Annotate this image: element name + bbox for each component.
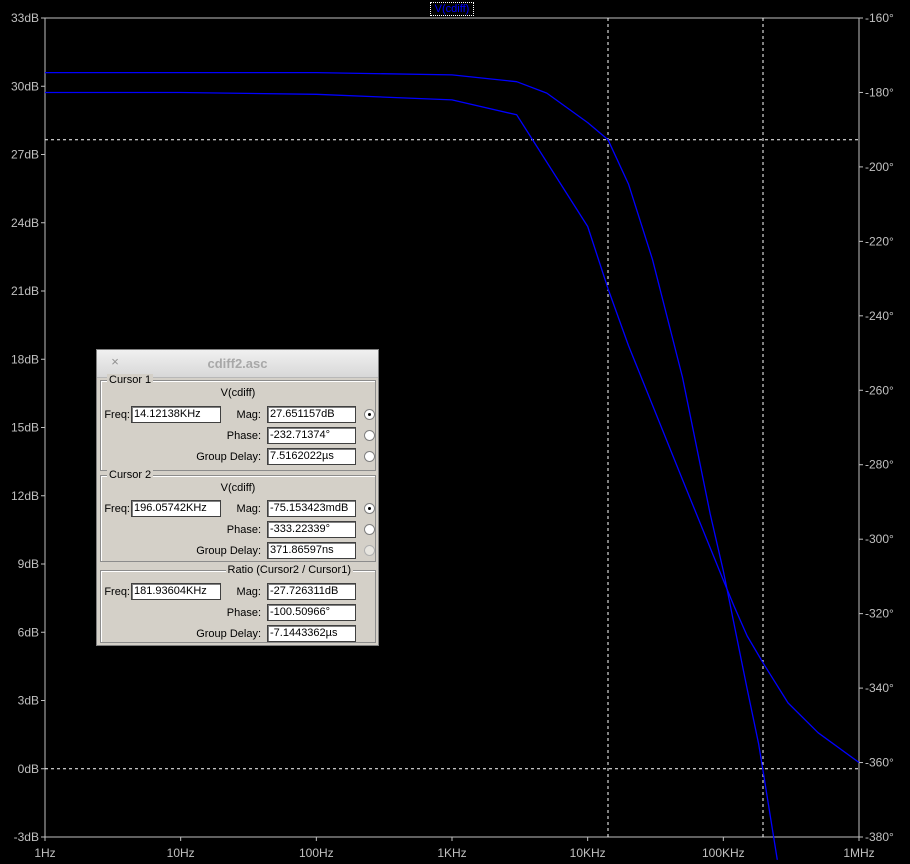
- left-tick-label: 6dB: [18, 625, 39, 639]
- cursor2-phase-field[interactable]: -333.22339°: [267, 521, 356, 538]
- right-tick-label: -360°: [865, 756, 894, 770]
- right-tick-label: -340°: [865, 681, 894, 695]
- left-tick-label: 30dB: [11, 79, 39, 93]
- cursor2-gd-field[interactable]: 371.86597ns: [267, 542, 356, 559]
- cursor2-mag-field[interactable]: -75.153423mdB: [267, 500, 356, 517]
- cursor1-signal: V(cdiff): [220, 387, 256, 399]
- ratio-freq-field[interactable]: 181.93604KHz: [131, 583, 221, 600]
- close-icon[interactable]: ×: [111, 354, 119, 369]
- left-tick-label: 18dB: [11, 352, 39, 366]
- ratio-group: Ratio (Cursor2 / Cursor1) Freq: 181.9360…: [100, 564, 376, 643]
- left-tick-label: 21dB: [11, 284, 39, 298]
- cursor1-phase-field[interactable]: -232.71374°: [267, 427, 356, 444]
- left-axis: -3dB 0dB 3dB 6dB 9dB 12dB 15dB 18dB 21dB 24dB 27dB…: [11, 11, 45, 844]
- right-tick-label: -300°: [865, 532, 894, 546]
- cursor1-phase-label: Phase:: [226, 430, 261, 442]
- cursor1-mag-field[interactable]: 27.651157dB: [267, 406, 356, 423]
- right-tick-label: -200°: [865, 160, 894, 174]
- cursor2-freq-label: Freq:: [104, 503, 130, 515]
- left-tick-label: 3dB: [18, 694, 39, 708]
- x-tick-label: 100Hz: [299, 846, 334, 860]
- x-tick-label: 10KHz: [570, 846, 606, 860]
- cursor2-signal: V(cdiff): [220, 482, 256, 494]
- x-tick-label: 1Hz: [34, 846, 55, 860]
- dialog-titlebar[interactable]: × cdiff2.asc: [97, 350, 378, 378]
- cursor2-mag-radio[interactable]: [364, 503, 375, 514]
- left-tick-label: 0dB: [18, 762, 39, 776]
- right-tick-label: -280°: [865, 458, 894, 472]
- x-tick-label: 100KHz: [702, 846, 745, 860]
- right-tick-label: -240°: [865, 309, 894, 323]
- left-tick-label: 12dB: [11, 489, 39, 503]
- cursor-dialog: × cdiff2.asc Cursor 1 V(cdiff) Freq: 14.…: [96, 349, 379, 646]
- right-axis: -380° -360° -340° -320° -300° -280° -260° -240°…: [859, 11, 894, 844]
- ratio-gd-label: Group Delay:: [196, 628, 261, 640]
- ratio-freq-label: Freq:: [104, 586, 130, 598]
- trace-legend[interactable]: V(cdiff): [430, 2, 474, 16]
- cursor2-mag-label: Mag:: [236, 503, 261, 515]
- ratio-mag-field[interactable]: -27.726311dB: [267, 583, 356, 600]
- cursor1-freq-label: Freq:: [104, 409, 130, 421]
- right-tick-label: -260°: [865, 383, 894, 397]
- cursor1-mag-radio[interactable]: [364, 409, 375, 420]
- left-tick-label: 27dB: [11, 148, 39, 162]
- left-tick-label: 15dB: [11, 421, 39, 435]
- cursor2-phase-radio[interactable]: [364, 524, 375, 535]
- left-tick-label: 24dB: [11, 216, 39, 230]
- x-tick-label: 10Hz: [167, 846, 195, 860]
- x-axis: 1Hz 10Hz 100Hz 1KHz 10KHz 100KHz 1MHz: [34, 837, 875, 860]
- left-tick-label: -3dB: [14, 830, 39, 844]
- cursor2-group: Cursor 2 V(cdiff) Freq: 196.05742KHz Mag…: [100, 469, 376, 562]
- cursor1-label: Cursor 1: [107, 374, 154, 386]
- cursor1-mag-label: Mag:: [236, 409, 261, 421]
- cursor2-freq-field[interactable]: 196.05742KHz: [131, 500, 221, 517]
- series-group: [45, 71, 860, 860]
- dialog-title: cdiff2.asc: [207, 356, 268, 371]
- ratio-gd-field[interactable]: -7.1443362µs: [267, 625, 356, 642]
- ratio-label: Ratio (Cursor2 / Cursor1): [225, 564, 353, 576]
- cursor2-phase-label: Phase:: [226, 524, 261, 536]
- right-tick-label: -180°: [865, 85, 894, 99]
- trace-magnitude[interactable]: [45, 71, 778, 860]
- trace-phase[interactable]: [45, 91, 860, 764]
- cursor1-gd-radio[interactable]: [364, 451, 375, 462]
- cursor1-gd-label: Group Delay:: [196, 451, 261, 463]
- right-tick-label: -320°: [865, 607, 894, 621]
- ratio-mag-label: Mag:: [236, 586, 261, 598]
- cursor1-freq-field[interactable]: 14.12138KHz: [131, 406, 221, 423]
- left-tick-label: 9dB: [18, 557, 39, 571]
- left-tick-label: 33dB: [11, 11, 39, 25]
- cursor2-gd-radio[interactable]: [364, 545, 375, 556]
- x-tick-label: 1MHz: [843, 846, 874, 860]
- cursor-lines: [45, 18, 859, 837]
- cursor2-gd-label: Group Delay:: [196, 545, 261, 557]
- cursor1-gd-field[interactable]: 7.5162022µs: [267, 448, 356, 465]
- cursor1-phase-radio[interactable]: [364, 430, 375, 441]
- right-tick-label: -220°: [865, 234, 894, 248]
- ratio-phase-field[interactable]: -100.50966°: [267, 604, 356, 621]
- cursor1-group: Cursor 1 V(cdiff) Freq: 14.12138KHz Mag:…: [100, 374, 376, 471]
- ratio-phase-label: Phase:: [226, 607, 261, 619]
- right-tick-label: -380°: [865, 830, 894, 844]
- x-tick-label: 1KHz: [437, 846, 466, 860]
- right-tick-label: -160°: [865, 11, 894, 25]
- cursor2-label: Cursor 2: [107, 469, 154, 481]
